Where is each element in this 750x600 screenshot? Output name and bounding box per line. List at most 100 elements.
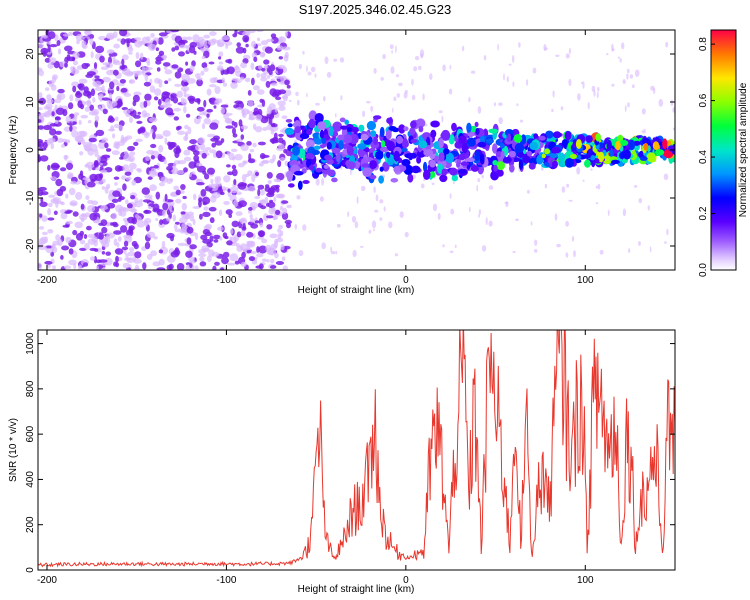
spectrogram-noise-blob — [51, 244, 55, 252]
spectrogram-signal-blob — [369, 174, 377, 180]
colorbar-ticks: 0.0 0.2 0.4 0.6 0.8 — [698, 37, 715, 277]
spectrogram-noise-blob — [246, 231, 254, 238]
snr-x-tick-label: 0 — [403, 575, 409, 586]
spectrogram-noise-blob — [166, 217, 171, 222]
spectrogram-sparse-blob — [321, 178, 325, 186]
spectrogram-noise-blob — [135, 60, 142, 68]
spectrogram-sparse-blob — [442, 244, 445, 248]
spectrogram-signal-blob — [575, 139, 582, 149]
spectrogram-noise-blob — [281, 200, 289, 204]
spectrogram-noise-blob — [286, 204, 292, 209]
spectrogram-noise-blob — [164, 137, 168, 145]
spectrogram-noise-blob — [140, 52, 144, 60]
spectrogram-noise-blob — [102, 76, 111, 83]
spectrogram-signal-blob — [336, 151, 341, 163]
spectrogram-noise-blob — [207, 39, 217, 46]
spectrogram-signal-blob — [326, 142, 332, 150]
spectrogram-noise-blob — [141, 36, 150, 45]
spectrogram-noise-blob — [134, 267, 140, 270]
spectrogram-noise-blob — [253, 56, 258, 62]
spectrogram-sparse-blob — [672, 127, 675, 131]
spectrogram-noise-blob — [256, 72, 261, 78]
spectrogram-noise-blob — [98, 156, 108, 164]
spectrogram-sparse-blob — [599, 249, 604, 255]
spectrogram-signal-blob — [551, 146, 561, 154]
spectrogram-noise-blob — [64, 62, 68, 68]
spectrogram-noise-blob — [74, 135, 84, 142]
spectrogram-noise-blob — [38, 113, 48, 118]
spectrogram-noise-blob — [231, 148, 238, 153]
spectrogram-noise-blob — [277, 228, 281, 233]
spectrogram-noise-blob — [150, 155, 155, 160]
spectrogram-noise-blob — [70, 68, 80, 75]
spectrogram-noise-blob — [231, 220, 240, 228]
spectrogram-noise-blob — [134, 40, 143, 48]
spectrogram-noise-blob — [198, 253, 207, 258]
spectrogram-sparse-blob — [587, 102, 590, 110]
spectrogram-noise-blob — [107, 116, 115, 123]
spectrogram-noise-blob — [217, 39, 225, 47]
spectrogram-noise-blob — [80, 104, 84, 110]
spectrogram-sparse-blob — [390, 66, 395, 74]
spectrogram-noise-blob — [233, 199, 239, 207]
spectrogram-noise-blob — [111, 212, 118, 220]
spectrogram-noise-blob — [192, 218, 196, 226]
spectrogram-sparse-blob — [504, 201, 509, 204]
spectrogram-noise-blob — [179, 44, 188, 49]
spectrogram-sparse-blob — [315, 102, 320, 106]
spectrogram-sparse-blob — [596, 91, 599, 99]
spectrogram-noise-blob — [202, 170, 207, 175]
spectrogram-noise-blob — [158, 249, 164, 254]
spectrogram-noise-blob — [207, 133, 216, 138]
spectrogram-noise-blob — [104, 142, 109, 149]
spectrogram-noise-blob — [209, 217, 215, 224]
spectrogram-noise-blob — [246, 109, 250, 115]
spectrogram-sparse-blob — [394, 253, 399, 257]
spectrogram-noise-blob — [75, 191, 83, 200]
spectrogram-noise-blob — [102, 178, 106, 183]
spectrogram-noise-blob — [90, 143, 98, 152]
spectrogram-sparse-blob — [560, 106, 564, 111]
spectrogram-sparse-blob — [568, 48, 572, 54]
snr-background — [38, 330, 675, 570]
spectrogram-noise-blob — [213, 239, 219, 243]
spectrogram-signal-blob — [295, 131, 304, 141]
spectrogram-noise-blob — [107, 202, 116, 209]
spectrogram-noise-blob — [155, 47, 159, 52]
spectrogram-noise-blob — [273, 196, 277, 202]
spectrogram-sparse-blob — [498, 102, 503, 106]
spectrogram-sparse-blob — [481, 245, 487, 252]
spectrogram-signal-blob — [430, 120, 440, 128]
spectrogram-sparse-blob — [336, 223, 341, 228]
spectrogram-noise-blob — [269, 233, 278, 239]
spectrogram-noise-blob — [209, 122, 219, 130]
spectrogram-noise-blob — [133, 91, 142, 96]
spectrogram-noise-blob — [280, 76, 285, 82]
spectrogram-noise-blob — [156, 67, 161, 72]
spectrogram-noise-blob — [84, 146, 92, 152]
spectrogram-sparse-blob — [666, 228, 669, 236]
spectrogram-noise-blob — [146, 231, 156, 238]
spectrogram-sparse-blob — [442, 64, 446, 72]
spectrogram-noise-blob — [251, 40, 256, 48]
spectrogram-noise-blob — [95, 45, 105, 54]
spectrogram-noise-blob — [226, 164, 231, 168]
spectrogram-noise-blob — [57, 88, 65, 94]
spectrogram-noise-blob — [225, 43, 229, 49]
spectrogram-noise-blob — [116, 38, 122, 42]
spectrogram-noise-blob — [174, 150, 180, 159]
spectrogram-noise-blob — [60, 167, 67, 172]
spectrogram-signal-blob — [633, 140, 641, 146]
spectrogram-noise-blob — [98, 259, 108, 263]
spectrogram-noise-blob — [78, 78, 88, 84]
spectrogram-noise-blob — [258, 162, 264, 167]
spectrogram-noise-blob — [271, 207, 276, 213]
spectrogram-noise-blob — [149, 184, 157, 192]
spectrogram-signal-blob — [386, 151, 391, 159]
spectrogram-noise-blob — [249, 218, 256, 223]
spectrogram-sparse-blob — [629, 74, 634, 79]
spectrogram-noise-blob — [132, 70, 141, 75]
spectrogram-noise-blob — [121, 246, 129, 251]
spectrogram-sparse-blob — [373, 68, 377, 74]
spectrogram-noise-blob — [50, 84, 57, 91]
